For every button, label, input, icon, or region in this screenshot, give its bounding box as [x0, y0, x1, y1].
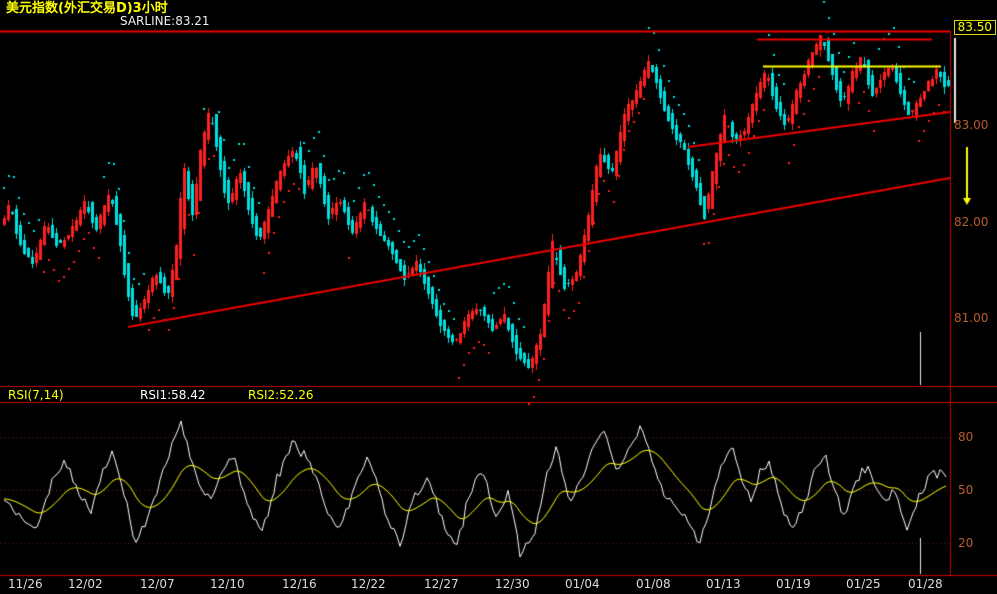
time-axis-label: 01/13 — [706, 577, 741, 591]
time-axis-label: 12/02 — [68, 577, 103, 591]
price-axis-label: 83.00 — [954, 118, 989, 132]
rsi-axis-label: 50 — [958, 483, 974, 497]
time-axis-label: 01/08 — [636, 577, 671, 591]
time-axis-label: 01/25 — [846, 577, 881, 591]
rsi-axis-label: 80 — [958, 430, 974, 444]
price-axis-label: 82.00 — [954, 215, 989, 229]
price-axis-label: 81.00 — [954, 311, 989, 325]
time-axis-label: 12/07 — [140, 577, 175, 591]
sarline-value-label: SARLINE:83.21 — [120, 14, 210, 28]
time-axis-label: 11/26 — [8, 577, 43, 591]
time-axis-label: 01/28 — [908, 577, 943, 591]
time-axis-label: 12/27 — [424, 577, 459, 591]
time-axis-label: 12/16 — [282, 577, 317, 591]
rsi-axis-label: 20 — [958, 536, 974, 550]
time-axis-label: 12/22 — [351, 577, 386, 591]
rsi2-value-label: RSI2:52.26 — [248, 388, 314, 402]
rsi-indicator-label: RSI(7,14) — [8, 388, 64, 402]
time-axis-label: 12/30 — [495, 577, 530, 591]
time-axis-label: 12/10 — [210, 577, 245, 591]
price-alert-badge[interactable]: 83.50 — [953, 20, 996, 36]
time-axis-label: 01/19 — [776, 577, 811, 591]
rsi1-value-label: RSI1:58.42 — [140, 388, 206, 402]
time-axis-label: 01/04 — [565, 577, 600, 591]
chart-title: 美元指数(外汇交易D)3小时 — [6, 1, 168, 16]
